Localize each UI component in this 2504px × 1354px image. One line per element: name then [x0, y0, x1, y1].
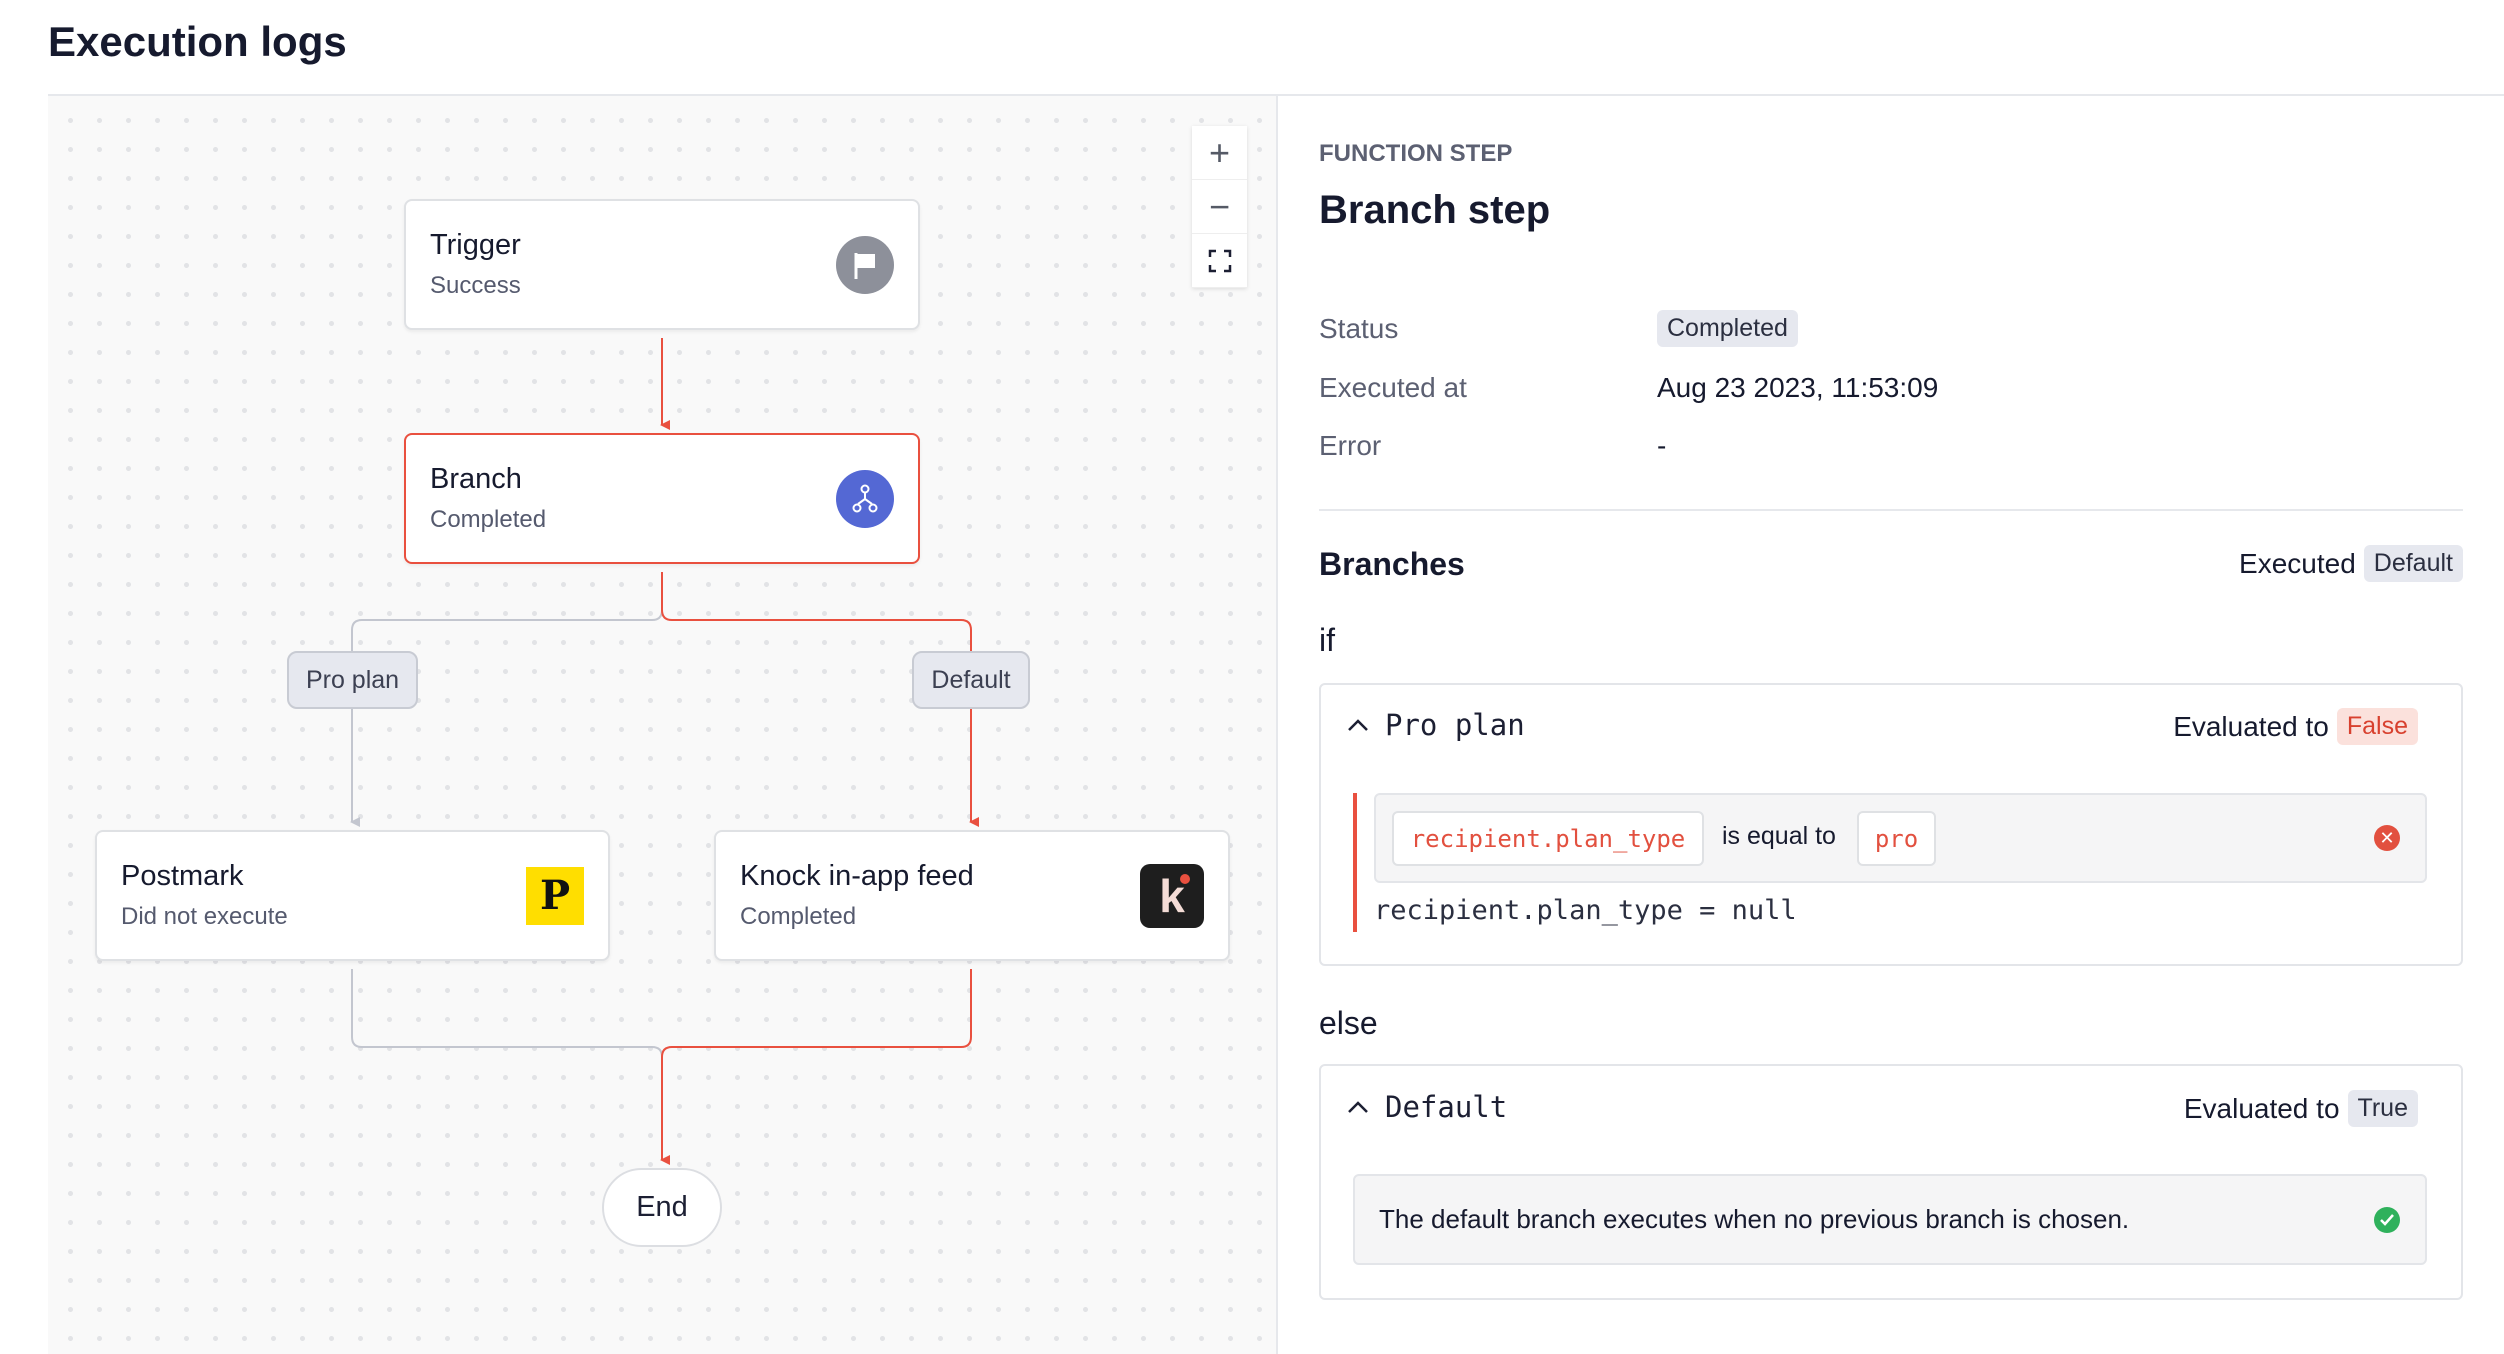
chevron-up-icon — [1348, 1101, 1368, 1113]
node-title: Postmark — [121, 860, 244, 892]
header-divider — [48, 94, 2504, 96]
knock-logo: k — [1140, 863, 1204, 928]
node-status: Completed — [740, 903, 857, 930]
executed-branch: Executed Default — [2239, 545, 2463, 582]
panel-title: Branch step — [1319, 188, 1551, 232]
x-circle-icon: ✕ — [2374, 825, 2400, 851]
section-divider — [1319, 509, 2463, 511]
workflow-edges — [0, 338, 1276, 1165]
if-evaluation: Evaluated to False — [2173, 708, 2418, 745]
condition-operator: is equal to — [1722, 822, 1836, 850]
node-title: Branch — [430, 463, 522, 495]
else-branch-name: Default — [1385, 1090, 1508, 1124]
executed-at-label: Executed at — [1319, 372, 1467, 403]
executed-badge: Default — [2363, 545, 2463, 582]
flag-icon — [836, 235, 894, 294]
branches-heading: Branches — [1319, 546, 1465, 582]
status-badge: Completed — [1657, 310, 1798, 347]
node-status: Success — [430, 272, 521, 299]
node-end[interactable]: End — [602, 1168, 722, 1247]
zoom-in-button[interactable]: + — [1192, 126, 1247, 180]
page-title: Execution logs — [48, 18, 347, 65]
default-description: The default branch executes when no prev… — [1379, 1204, 2130, 1234]
fit-view-button[interactable] — [1192, 234, 1247, 288]
evaluated-label: Evaluated to — [2183, 1092, 2340, 1124]
condition-right-operand: pro — [1857, 811, 1936, 866]
branch-icon — [836, 469, 894, 528]
zoom-controls: + − — [1192, 126, 1247, 288]
condition-left-operand: recipient.plan_type — [1392, 811, 1704, 866]
node-knock-in-app-feed[interactable]: Knock in-app feed Completed k — [714, 830, 1230, 961]
check-circle-icon — [2374, 1207, 2400, 1233]
node-status: Did not execute — [121, 903, 288, 930]
panel-eyebrow: FUNCTION STEP — [1319, 140, 1513, 167]
chevron-up-icon — [1348, 719, 1368, 731]
actual-value: recipient.plan_type = null — [1374, 895, 1797, 926]
if-label: if — [1319, 622, 1335, 658]
edge-branch-default — [661, 572, 971, 822]
else-branch-toggle[interactable]: Default — [1347, 1090, 1507, 1124]
executed-at-value: Aug 23 2023, 11:53:09 — [1657, 372, 1939, 403]
edge-postmark-end — [351, 969, 663, 1058]
edge-label-pro-plan[interactable]: Pro plan — [287, 651, 418, 709]
fullscreen-icon — [1208, 249, 1231, 272]
postmark-logo: P — [526, 866, 584, 925]
false-badge: False — [2336, 708, 2418, 745]
node-trigger[interactable]: Trigger Success — [404, 199, 920, 330]
error-label: Error — [1319, 430, 1382, 461]
zoom-out-button[interactable]: − — [1192, 180, 1247, 234]
node-title: Trigger — [430, 229, 521, 261]
else-evaluation: Evaluated to True — [2184, 1090, 2418, 1127]
if-branch-toggle[interactable]: Pro plan — [1347, 708, 1525, 742]
edge-knock-end — [660, 969, 972, 1165]
status-label: Status — [1319, 313, 1399, 344]
node-postmark[interactable]: Postmark Did not execute P — [95, 830, 610, 961]
executed-label: Executed — [2239, 547, 2356, 579]
failure-bar — [1353, 793, 1357, 932]
error-value: - — [1657, 430, 1667, 461]
else-label: else — [1319, 1005, 1378, 1041]
panel-divider — [1276, 96, 1278, 1354]
if-branch-name: Pro plan — [1385, 708, 1525, 742]
node-title: Knock in-app feed — [740, 860, 974, 892]
node-status: Completed — [430, 506, 547, 533]
true-badge: True — [2347, 1090, 2418, 1127]
evaluated-label: Evaluated to — [2173, 710, 2329, 742]
edge-branch-proplan — [352, 572, 663, 822]
edge-label-default[interactable]: Default — [912, 651, 1030, 709]
default-description-box: The default branch executes when no prev… — [1353, 1174, 2427, 1265]
node-branch[interactable]: Branch Completed — [404, 433, 920, 564]
